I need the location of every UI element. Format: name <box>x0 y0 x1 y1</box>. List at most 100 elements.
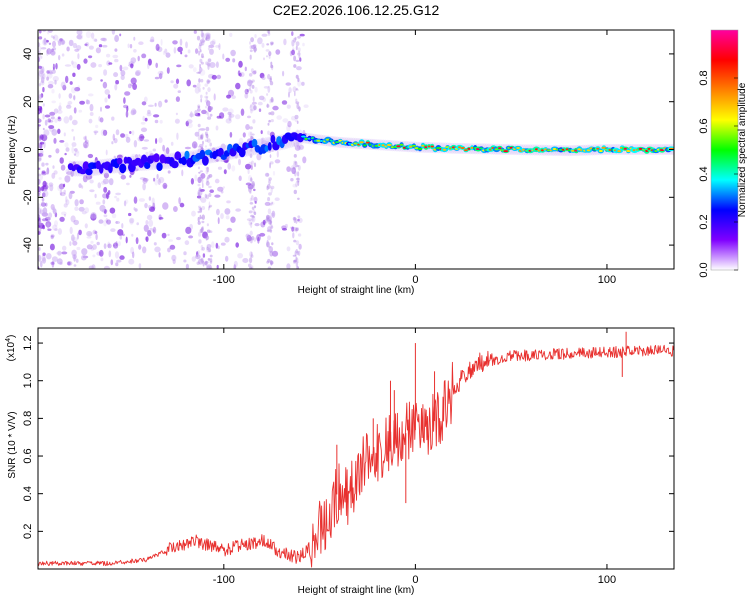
noise-streak <box>250 254 254 258</box>
noise-blob <box>244 92 249 99</box>
noise-blob <box>46 167 50 175</box>
noise-blob <box>119 255 125 260</box>
ridge-blob <box>82 161 90 171</box>
noise-blob <box>76 30 83 36</box>
noise-streak <box>250 137 255 140</box>
noise-blob <box>76 63 81 70</box>
noise-blob <box>100 106 102 112</box>
noise-blob <box>169 244 176 250</box>
noise-blob <box>254 34 257 38</box>
noise-blob <box>86 230 93 237</box>
noise-blob <box>89 189 95 193</box>
noise-blob <box>160 38 163 46</box>
noise-streak <box>199 174 204 181</box>
noise-blob <box>144 236 148 241</box>
noise-blob <box>229 32 233 38</box>
noise-blob <box>216 74 222 80</box>
noise-streak <box>270 98 274 103</box>
noise-blob <box>55 251 62 255</box>
noise-blob <box>52 47 57 51</box>
noise-blob <box>226 200 231 204</box>
noise-blob <box>43 129 50 136</box>
noise-blob <box>152 202 156 209</box>
noise-blob <box>103 219 107 227</box>
noise-blob <box>54 118 58 123</box>
ridge-core <box>617 150 622 153</box>
noise-blob <box>187 122 193 128</box>
ridge-core <box>399 143 404 146</box>
noise-blob <box>48 182 54 187</box>
noise-streak <box>268 192 272 196</box>
noise-streak <box>295 45 298 51</box>
noise-blob <box>42 103 45 107</box>
noise-streak <box>249 230 253 236</box>
noise-streak <box>250 214 255 218</box>
noise-blob <box>74 87 81 92</box>
noise-blob <box>199 189 205 192</box>
noise-blob <box>43 190 49 198</box>
noise-blob <box>38 94 43 99</box>
ridge-core <box>458 146 462 149</box>
noise-streak <box>250 68 254 73</box>
noise-blob <box>291 115 296 121</box>
noise-blob <box>177 90 181 93</box>
noise-streak <box>297 266 299 269</box>
snr-ylabel: SNR (10 * V/V) <box>7 411 18 478</box>
noise-blob <box>155 138 158 144</box>
noise-blob <box>257 101 263 106</box>
noise-streak <box>199 214 202 220</box>
noise-blob <box>74 48 80 52</box>
noise-streak <box>200 61 204 65</box>
noise-blob <box>136 222 139 226</box>
noise-streak <box>296 164 300 168</box>
noise-streak <box>251 216 254 222</box>
noise-streak <box>204 260 208 266</box>
noise-blob <box>187 49 191 54</box>
noise-blob <box>247 80 254 84</box>
noise-blob <box>57 117 62 122</box>
noise-blob <box>151 197 155 205</box>
noise-blob <box>41 202 45 207</box>
noise-blob <box>77 53 80 60</box>
noise-blob <box>42 252 46 256</box>
noise-streak <box>202 86 205 90</box>
noise-blob <box>98 64 102 68</box>
noise-blob <box>238 158 241 166</box>
noise-streak <box>200 32 204 37</box>
spectrogram-ylabel: Frequency (Hz) <box>7 116 18 185</box>
noise-blob <box>70 215 76 223</box>
noise-blob <box>244 88 249 95</box>
noise-blob <box>46 70 50 74</box>
noise-blob <box>92 37 98 42</box>
noise-streak <box>249 89 253 94</box>
noise-blob <box>115 129 120 136</box>
ridge-blob <box>119 163 127 174</box>
noise-blob <box>38 254 42 262</box>
ridge-blob <box>125 156 133 164</box>
noise-blob <box>60 164 66 171</box>
noise-blob <box>38 42 41 48</box>
noise-streak <box>297 77 300 82</box>
noise-streak <box>199 145 203 151</box>
noise-blob <box>211 241 215 249</box>
noise-blob <box>74 199 79 207</box>
noise-blob <box>41 218 49 222</box>
ridge-core <box>335 141 340 144</box>
snr-xtick-label: 100 <box>598 574 616 586</box>
noise-blob <box>100 257 104 262</box>
noise-blob <box>57 109 63 114</box>
noise-blob <box>131 233 134 237</box>
noise-blob <box>226 227 233 232</box>
noise-blob <box>276 115 283 120</box>
noise-blob <box>188 235 194 239</box>
noise-streak <box>266 260 270 264</box>
noise-streak <box>293 55 297 62</box>
noise-blob <box>128 258 135 265</box>
noise-blob <box>115 221 121 224</box>
noise-blob <box>105 218 109 223</box>
noise-blob <box>84 135 88 143</box>
noise-blob <box>163 148 169 154</box>
noise-streak <box>292 216 297 221</box>
noise-blob <box>71 142 77 147</box>
noise-blob <box>40 55 43 59</box>
